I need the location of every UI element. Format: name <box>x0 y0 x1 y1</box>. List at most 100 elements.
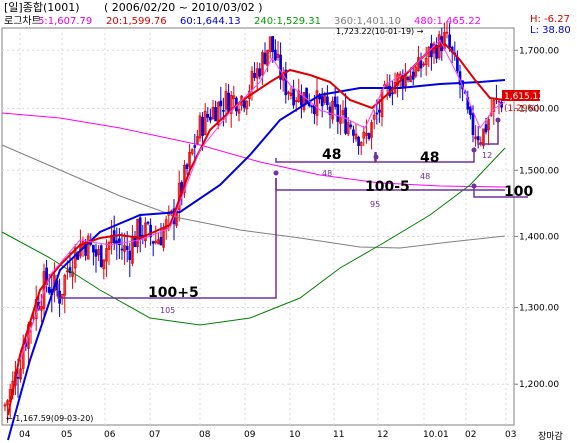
candle-body-158 <box>414 66 418 77</box>
candle-body-132 <box>346 122 350 135</box>
candle-body-159 <box>417 57 420 72</box>
candle-body-105 <box>276 53 280 58</box>
x-axis: 04 05 06 07 08 09 10 11 12 10.01 02 03 <box>19 430 516 440</box>
candle-body-93 <box>245 101 249 110</box>
candle-body-38 <box>102 259 106 269</box>
candle-body-141 <box>370 122 373 138</box>
ma-60-line <box>7 79 506 441</box>
candle-body-143 <box>375 112 379 115</box>
candle-body-120 <box>315 90 319 116</box>
candle-body-86 <box>227 92 230 113</box>
bracket-b-days: 95 <box>370 200 380 209</box>
candle-body-155 <box>406 76 410 81</box>
candle-body-134 <box>352 129 355 136</box>
candle-body-101 <box>266 49 269 66</box>
candle-body-1 <box>6 400 9 406</box>
x-tick-8: 12 <box>377 430 388 440</box>
candle-body-27 <box>73 247 77 269</box>
bracket-dot-0 <box>273 170 279 176</box>
candle-body-122 <box>320 96 324 107</box>
bracket-a-days: 105 <box>160 306 175 315</box>
y-tick-1: 1,600.00 <box>519 104 559 114</box>
candle-body-14 <box>40 306 43 311</box>
candle-body-90 <box>237 108 241 114</box>
last-price-box <box>502 90 540 101</box>
candle-body-0 <box>3 404 7 407</box>
candle-body-188 <box>492 99 496 112</box>
ma-480-line <box>1 112 506 188</box>
candle-body-179 <box>469 106 472 115</box>
candle-body-115 <box>302 92 306 111</box>
candle-body-137 <box>359 142 363 146</box>
x-tick-1: 05 <box>61 430 72 440</box>
candle-body-162 <box>424 57 428 66</box>
chart-title: [일]종합(1001) <box>4 0 80 14</box>
candle-body-23 <box>63 274 67 296</box>
bracket-c-label: 48 <box>322 147 341 163</box>
brackets: 100+5 105 100-5 95 48 48 48 48 100 12 <box>57 117 533 315</box>
candle-body-142 <box>372 114 376 120</box>
legend-item-3: 240:1,529.31 <box>254 16 321 27</box>
candle-body-111 <box>292 88 295 106</box>
candle-body-96 <box>253 73 256 78</box>
candle-body-100 <box>263 52 267 65</box>
bracket-dot-4 <box>495 117 501 123</box>
candle-body-37 <box>99 245 103 267</box>
candle-body-82 <box>216 102 220 125</box>
candle-body-48 <box>128 250 132 260</box>
x-tick-2: 06 <box>104 430 116 440</box>
y-tick-4: 1,300.00 <box>519 303 559 313</box>
candle-body-185 <box>484 124 488 133</box>
candle-body-61 <box>162 228 165 248</box>
candle-body-136 <box>357 136 360 146</box>
chart-date-range: ( 2006/02/20 ~ 2010/03/02 ) <box>104 1 263 14</box>
ma-5-line <box>19 39 506 361</box>
candle-body-112 <box>294 100 298 102</box>
candle-body-166 <box>435 45 438 59</box>
legend-item-4: 360:1,401.10 <box>334 16 401 27</box>
candle-body-60 <box>159 236 163 246</box>
candle-body-32 <box>86 235 90 260</box>
candle-body-35 <box>94 249 98 257</box>
y-tick-0: 1,700.00 <box>519 46 559 56</box>
candle-body-55 <box>146 221 150 224</box>
candle-body-56 <box>149 224 152 238</box>
candle-body-109 <box>287 91 290 94</box>
candle-body-5 <box>16 376 20 379</box>
bracket-b-label: 100-5 <box>365 179 410 195</box>
legend-item-1: 20:1,599.76 <box>106 16 167 27</box>
candle-body-85 <box>224 91 228 110</box>
peak-annotation: 1,723.22(10-01-19) → <box>336 27 424 36</box>
x-tick-5: 09 <box>244 430 256 440</box>
x-tick-11: 03 <box>505 430 516 440</box>
candle-body-45 <box>120 248 124 251</box>
candle-body-24 <box>66 270 69 273</box>
x-tick-3: 07 <box>149 430 160 440</box>
y-tick-3: 1,400.00 <box>519 232 559 242</box>
candle-body-182 <box>476 136 480 141</box>
candle-body-51 <box>136 218 139 247</box>
candle-body-69 <box>183 164 186 193</box>
candle-body-126 <box>331 100 334 120</box>
candle-body-144 <box>378 109 381 113</box>
candle-body-97 <box>255 68 259 79</box>
candle-body-128 <box>336 104 340 122</box>
market-close-label: 장마감 <box>538 430 563 442</box>
candle-body-44 <box>118 238 121 245</box>
candle-body-140 <box>367 133 371 139</box>
candle-body-78 <box>206 113 210 118</box>
candle-body-114 <box>300 94 303 106</box>
candle-body-118 <box>310 105 314 108</box>
legend-item-0: 5:1,607.79 <box>38 16 92 27</box>
candle-body-39 <box>105 248 108 262</box>
candle-body-110 <box>289 92 293 97</box>
candle-body-54 <box>144 222 147 242</box>
y-axis: 1,700.00 1,600.00 1,500.00 1,400.00 1,300.00… <box>514 46 559 390</box>
candle-body-47 <box>125 245 129 250</box>
bracket-c-days: 48 <box>322 169 332 178</box>
candle-body-127 <box>333 96 337 107</box>
candle-body-170 <box>445 31 449 34</box>
candle-body-161 <box>422 63 425 66</box>
bracket-dot-1 <box>471 183 477 189</box>
